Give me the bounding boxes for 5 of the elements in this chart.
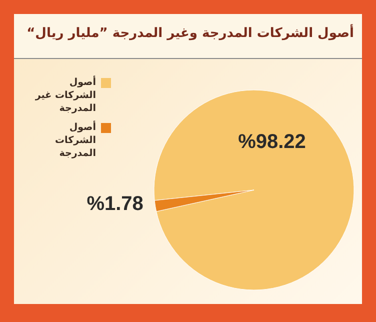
- data-label: %1.78: [86, 192, 144, 215]
- data-label: %98.22: [238, 131, 306, 153]
- slice-label: أصول الشركات غير المدرجة: [34, 76, 96, 115]
- chart-title: أصول الشركات المدرجة وغير المدرجة ”مليار ريال“: [26, 26, 354, 41]
- legend-label: أصول الشركات المدرجة: [54, 121, 96, 160]
